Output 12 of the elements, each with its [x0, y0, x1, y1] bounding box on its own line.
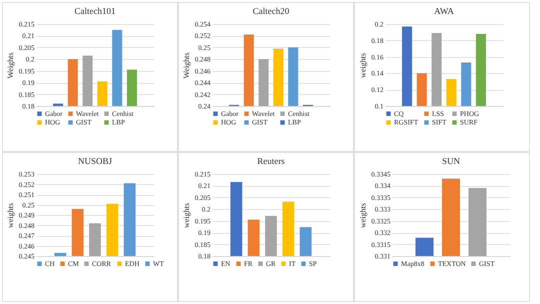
y-axis-title: weights [182, 203, 191, 228]
chart-title: NUSOBJ [78, 156, 112, 166]
y-axis-title: Weights [182, 52, 191, 79]
y-axis-title: Weights [6, 52, 15, 79]
chart-title: Reuters [257, 156, 286, 166]
chart-title: SUN [442, 156, 460, 166]
y-axis-title: weights [358, 53, 368, 78]
chart-title: Caltech101 [74, 6, 116, 16]
chart-title: AWA [434, 6, 454, 16]
y-axis-title: weights [358, 203, 368, 228]
chart-title: Caltech20 [252, 6, 290, 16]
y-axis-title: weights [6, 203, 15, 228]
